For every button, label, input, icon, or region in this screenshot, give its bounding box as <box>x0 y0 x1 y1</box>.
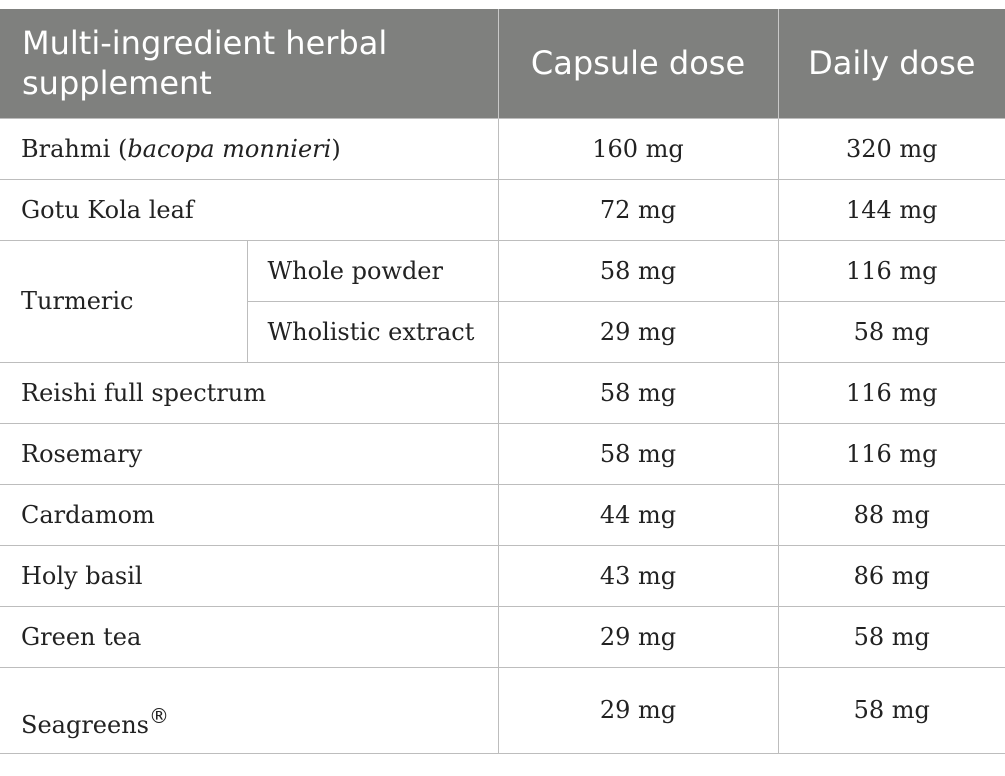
table-row: Rosemary 58 mg 116 mg <box>0 422 1005 485</box>
ingredient-name: Reishi full spectrum <box>0 361 499 424</box>
table-row: Gotu Kola leaf 72 mg 144 mg <box>0 178 1005 241</box>
capsule-dose: 29 mg <box>497 605 779 668</box>
daily-dose: 58 mg <box>777 300 1005 363</box>
capsule-dose: 58 mg <box>497 422 779 485</box>
ingredient-name-text: Brahmi ( <box>21 134 128 163</box>
header-supplement: Multi-ingredient herbal supplement <box>0 9 499 118</box>
ingredient-name-tail: ) <box>331 134 341 163</box>
ingredient-name: Cardamom <box>0 483 499 546</box>
table-row: Brahmi (bacopa monnieri) 160 mg 320 mg <box>0 117 1005 180</box>
supplement-table: Multi-ingredient herbal supplement Capsu… <box>0 9 1005 754</box>
table-row: Holy basil 43 mg 86 mg <box>0 544 1005 607</box>
ingredient-form: Wholistic extract <box>247 300 499 363</box>
daily-dose: 116 mg <box>777 361 1005 424</box>
daily-dose: 116 mg <box>777 239 1005 302</box>
registered-mark: ® <box>148 703 169 728</box>
daily-dose: 88 mg <box>777 483 1005 546</box>
ingredient-name: Holy basil <box>0 544 499 607</box>
daily-dose: 116 mg <box>777 422 1005 485</box>
ingredient-name: Seagreens® <box>0 666 499 754</box>
ingredient-name: Rosemary <box>0 422 499 485</box>
ingredient-latin-name: bacopa monnieri <box>127 134 332 163</box>
daily-dose: 58 mg <box>777 666 1005 754</box>
ingredient-name: Brahmi (bacopa monnieri) <box>0 117 499 180</box>
capsule-dose: 72 mg <box>497 178 779 241</box>
capsule-dose: 43 mg <box>497 544 779 607</box>
table-row: Cardamom 44 mg 88 mg <box>0 483 1005 546</box>
daily-dose: 86 mg <box>777 544 1005 607</box>
capsule-dose: 58 mg <box>497 361 779 424</box>
capsule-dose: 29 mg <box>497 300 779 363</box>
capsule-dose: 29 mg <box>497 666 779 754</box>
ingredient-form: Whole powder <box>246 239 499 302</box>
daily-dose: 58 mg <box>777 605 1005 668</box>
table-row: Turmeric Whole powder 58 mg 116 mg <box>0 239 1005 363</box>
capsule-dose: 44 mg <box>497 483 779 546</box>
header-row: Multi-ingredient herbal supplement Capsu… <box>0 9 1005 118</box>
capsule-dose: 58 mg <box>497 239 779 302</box>
table-row: Reishi full spectrum 58 mg 116 mg <box>0 361 1005 424</box>
header-daily-dose: Daily dose <box>778 9 1005 118</box>
table-row: Green tea 29 mg 58 mg <box>0 605 1005 668</box>
ingredient-name-text: Seagreens <box>21 710 149 739</box>
header-capsule-dose: Capsule dose <box>498 9 779 118</box>
daily-dose: 320 mg <box>777 117 1005 180</box>
table-row: Wholistic extract 29 mg 58 mg <box>0 300 1005 363</box>
capsule-dose: 160 mg <box>497 117 779 180</box>
daily-dose: 144 mg <box>777 178 1005 241</box>
ingredient-name: Gotu Kola leaf <box>0 178 499 241</box>
ingredient-name: Green tea <box>0 605 499 668</box>
table-row: Seagreens® 29 mg 58 mg <box>0 666 1005 754</box>
ingredient-name: Turmeric <box>0 239 248 363</box>
